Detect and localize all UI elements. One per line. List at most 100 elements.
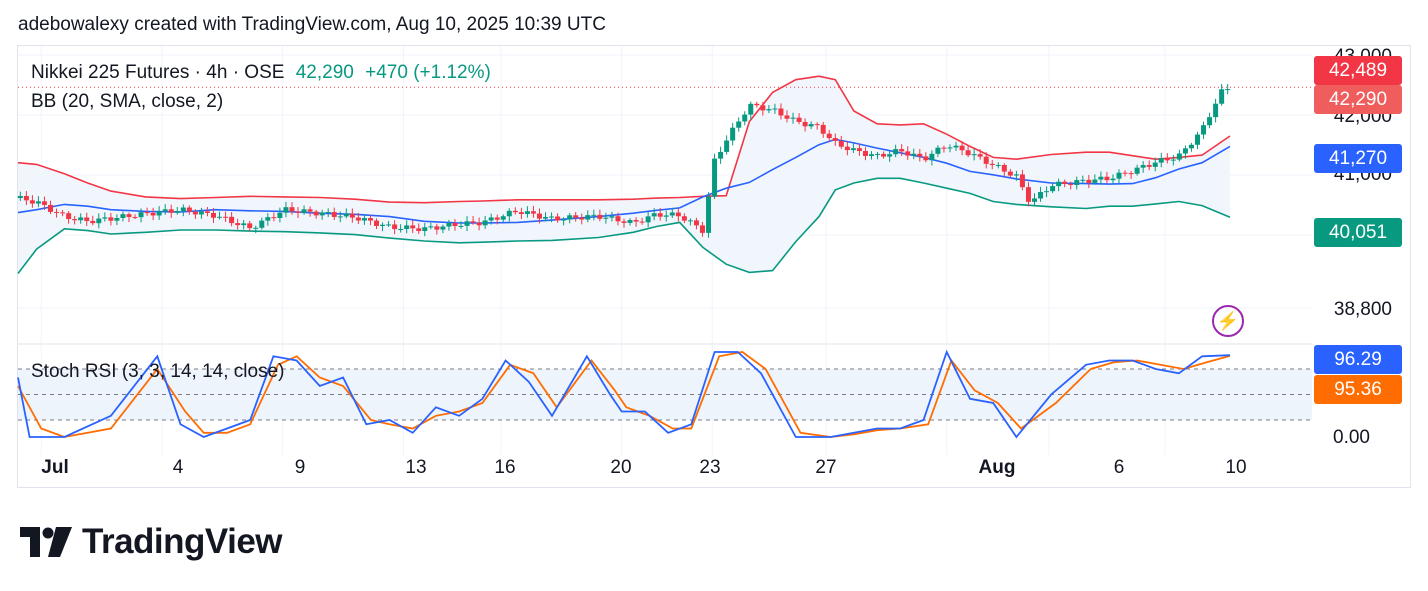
candle-body: [790, 117, 796, 119]
candle-body: [1050, 186, 1056, 192]
candle-body: [1201, 125, 1207, 135]
candle-body: [675, 212, 681, 217]
candle-body: [48, 204, 54, 212]
candle-body: [754, 103, 760, 106]
candle-body: [1025, 187, 1031, 202]
candle-body: [126, 214, 132, 218]
candle-body: [1001, 164, 1007, 172]
candle-body: [241, 223, 247, 226]
candle-body: [657, 213, 663, 217]
time-tick-label: 6: [1114, 457, 1125, 478]
candle-body: [561, 219, 567, 221]
lightning-icon[interactable]: ⚡: [1212, 305, 1244, 337]
candle-body: [271, 217, 277, 219]
candle-body: [114, 217, 120, 221]
candle-body: [772, 108, 778, 110]
candle-body: [1152, 162, 1158, 167]
candle-body: [1074, 180, 1080, 186]
logo-text: TradingView: [82, 522, 283, 561]
time-tick-label: Aug: [979, 457, 1016, 478]
time-tick-label: 10: [1225, 457, 1246, 478]
candle-body: [947, 147, 953, 149]
candle-body: [325, 212, 331, 214]
candle-body: [229, 216, 235, 224]
lower-band-tag: 40,051: [1314, 218, 1402, 247]
candle-body: [150, 212, 156, 216]
candle-body: [935, 147, 941, 154]
candle-body: [832, 138, 838, 141]
candle-body: [60, 212, 66, 214]
symbol-name: Nikkei 225 Futures · 4h · OSE: [31, 62, 285, 83]
candle-body: [283, 207, 289, 213]
candle-body: [1225, 89, 1231, 91]
candle-body: [518, 212, 524, 214]
candle-body: [669, 212, 675, 216]
candle-body: [1032, 198, 1038, 202]
candle-body: [706, 196, 712, 233]
candle-body: [555, 216, 561, 221]
candle-body: [386, 224, 392, 226]
candle-body: [144, 212, 150, 214]
candle-body: [699, 225, 705, 233]
candle-body: [633, 220, 639, 222]
candle-body: [1194, 134, 1200, 145]
candle-body: [808, 124, 814, 127]
candle-body: [663, 215, 669, 217]
bollinger-lines: [17, 75, 1312, 274]
candle-body: [223, 216, 229, 218]
time-tick-label: 4: [173, 457, 184, 478]
candle-body: [826, 133, 832, 139]
candle-body: [235, 223, 241, 226]
candle-body: [319, 212, 325, 216]
candle-body: [259, 220, 265, 228]
candle-body: [1182, 148, 1188, 154]
candle-body: [186, 207, 192, 212]
candle-body: [392, 224, 398, 230]
candle-body: [838, 140, 844, 147]
candle-body: [1038, 192, 1044, 199]
candle-body: [573, 215, 579, 218]
candle-body: [198, 211, 204, 215]
candle-body: [72, 219, 78, 221]
candle-body: [862, 151, 868, 156]
candle-body: [905, 151, 911, 156]
candle-body: [90, 220, 96, 224]
candle-body: [416, 228, 422, 232]
candle-body: [1122, 172, 1128, 174]
candle-body: [814, 124, 820, 126]
candle-body: [965, 150, 971, 156]
candle-body: [1019, 174, 1025, 188]
candle-body: [536, 213, 542, 219]
candle-body: [343, 213, 349, 217]
stoch-k-tag: 96.29: [1314, 345, 1402, 374]
candle-body: [603, 217, 609, 219]
candle-body: [247, 223, 253, 229]
candle-body: [887, 154, 893, 157]
tradingview-logo[interactable]: TradingView: [20, 522, 283, 562]
candle-body: [1086, 179, 1092, 183]
candle-body: [204, 211, 210, 213]
candle-body: [367, 218, 373, 221]
candle-body: [289, 207, 295, 212]
candle-body: [506, 210, 512, 217]
candle-body: [41, 201, 47, 205]
candle-body: [1013, 174, 1019, 176]
candle-body: [307, 209, 313, 212]
candle-body: [917, 153, 923, 157]
candle-body: [108, 217, 114, 221]
tradingview-logo-icon: [20, 527, 72, 557]
candle-body: [355, 217, 361, 221]
candle-body: [464, 221, 470, 226]
candle-body: [524, 211, 530, 214]
candle-body: [1098, 176, 1104, 180]
candle-body: [174, 211, 180, 213]
time-tick-label: Jul: [41, 457, 68, 478]
candle-body: [651, 213, 657, 217]
chart-panel[interactable]: [17, 45, 1411, 488]
candle-body: [597, 214, 603, 219]
candle-body: [35, 201, 41, 204]
candle-body: [820, 124, 826, 134]
candle-body: [1140, 165, 1146, 168]
candle-body: [410, 225, 416, 229]
